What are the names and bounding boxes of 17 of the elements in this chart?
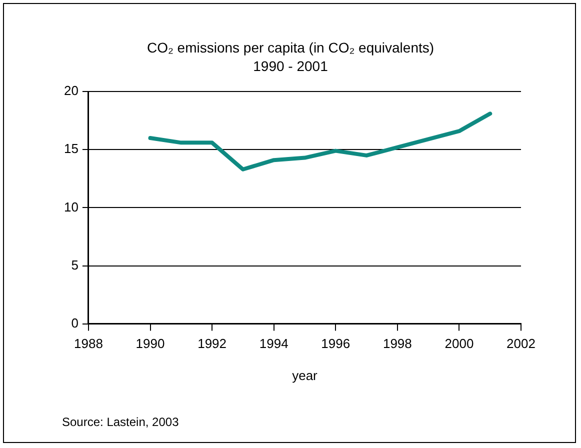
y-tick-label: 20 xyxy=(64,83,78,98)
y-tick-label: 5 xyxy=(71,257,78,272)
x-tick-label: 1994 xyxy=(259,336,288,352)
x-tick-label: 1992 xyxy=(198,336,227,352)
x-axis-title: year xyxy=(292,368,318,383)
chart-subtitle: 1990 - 2001 xyxy=(253,58,328,74)
x-tick-label: 1998 xyxy=(382,336,412,352)
x-tick-label: 2000 xyxy=(444,336,474,352)
y-tick-label: 0 xyxy=(71,315,78,330)
y-tick-label: 15 xyxy=(64,141,78,156)
chart-title: CO₂ emissions per capita (in CO₂ equivalents) xyxy=(146,39,434,56)
x-tick-label: 1996 xyxy=(321,336,350,352)
x-tick-label: 2002 xyxy=(506,336,536,352)
y-tick-label: 10 xyxy=(64,199,78,214)
source-note: Source: Lastein, 2003 xyxy=(62,415,179,429)
x-tick-label: 1988 xyxy=(74,336,103,352)
x-tick-label: 1990 xyxy=(136,336,165,352)
